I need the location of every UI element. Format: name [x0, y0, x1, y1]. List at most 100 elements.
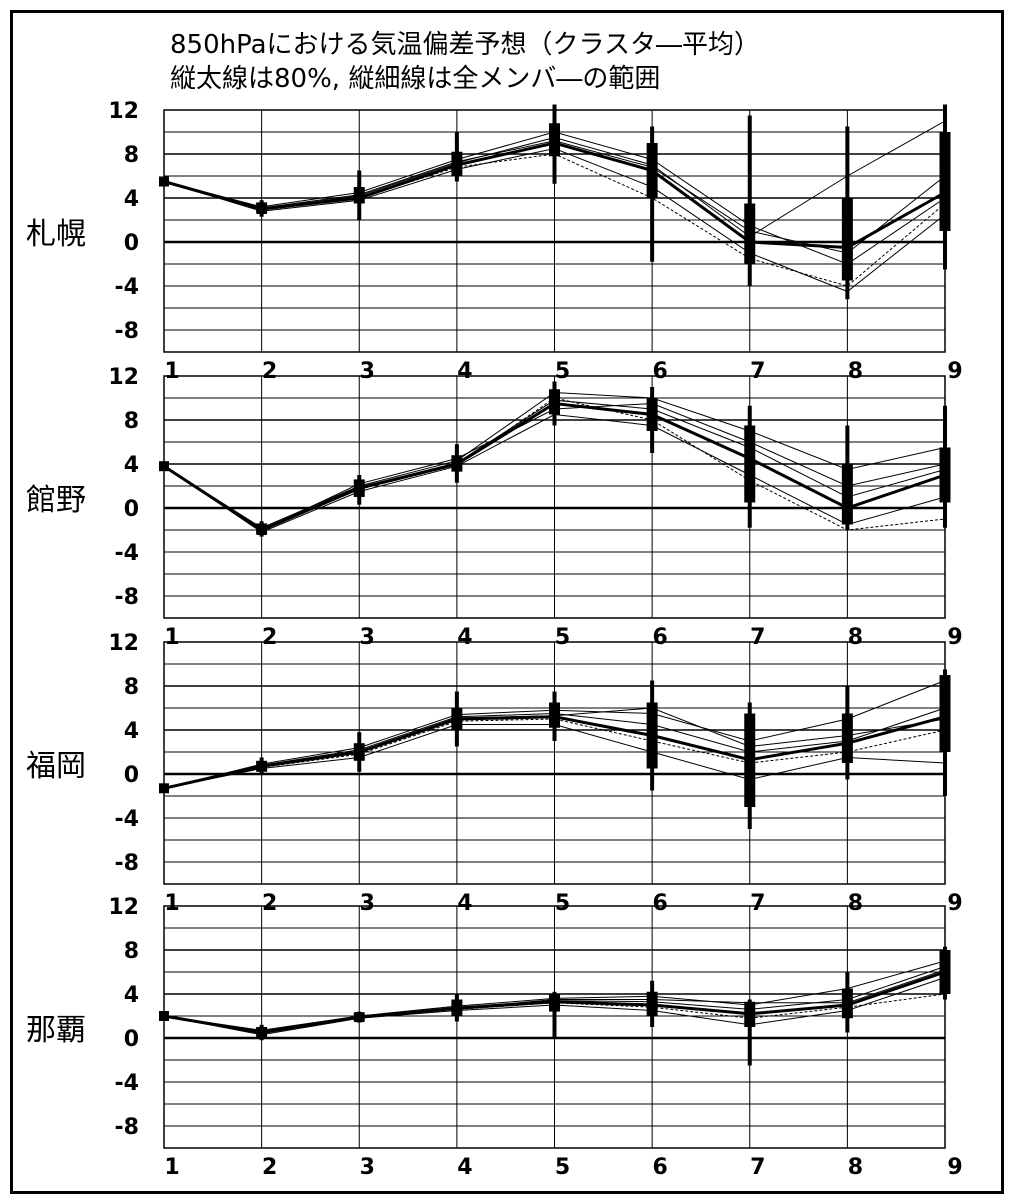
y-tick-label: -4 — [115, 1071, 139, 1096]
mean-point — [354, 193, 365, 203]
mean-point — [159, 1011, 169, 1021]
x-tick-label: 3 — [360, 1155, 375, 1180]
station-label: 館野 — [26, 483, 86, 518]
y-tick-label: 8 — [124, 409, 139, 434]
x-tick-label: 2 — [262, 359, 277, 384]
y-tick-label: 8 — [124, 675, 139, 700]
y-tick-label: 4 — [124, 187, 139, 212]
mean-point — [354, 483, 365, 494]
mean-point — [549, 996, 560, 1007]
y-tick-label: 0 — [124, 1027, 139, 1052]
x-tick-label: 6 — [652, 891, 667, 916]
member-line — [163, 147, 946, 293]
x-tick-label: 3 — [360, 891, 375, 916]
x-tick-label: 5 — [555, 891, 570, 916]
y-tick-label: -4 — [115, 275, 139, 300]
x-tick-label: 6 — [652, 625, 667, 650]
y-tick-label: 8 — [124, 143, 139, 168]
x-tick-label: 4 — [457, 891, 472, 916]
member-line — [163, 680, 946, 789]
x-tick-label: 1 — [164, 625, 179, 650]
x-tick-label: 8 — [848, 359, 863, 384]
mean-point — [159, 783, 169, 794]
member-line — [163, 724, 946, 789]
mean-point — [354, 747, 365, 757]
x-tick-label: 1 — [164, 891, 179, 916]
mean-point — [647, 730, 658, 741]
y-tick-label: -8 — [115, 585, 139, 610]
mean-point — [354, 1012, 365, 1023]
x-tick-label: 7 — [750, 1155, 765, 1180]
y-tick-label: -8 — [115, 851, 139, 876]
y-tick-label: -4 — [115, 541, 139, 566]
y-tick-label: 12 — [108, 365, 139, 390]
x-tick-label: 2 — [262, 891, 277, 916]
mean-point — [647, 165, 658, 176]
mean-point — [940, 711, 950, 722]
mean-point — [159, 176, 169, 187]
mean-point — [647, 1000, 658, 1010]
y-tick-label: 4 — [124, 983, 139, 1008]
x-tick-label: 7 — [750, 891, 765, 916]
mean-point — [744, 754, 755, 765]
member-line — [163, 413, 946, 533]
mean-point — [451, 714, 462, 724]
x-tick-label: 8 — [848, 1155, 863, 1180]
x-tick-label: 5 — [555, 625, 570, 650]
y-tick-label: -8 — [115, 1115, 139, 1140]
x-tick-label: 1 — [164, 1155, 179, 1180]
chart-frame — [10, 10, 1004, 1194]
y-tick-label: 12 — [108, 631, 139, 656]
mean-point — [256, 204, 267, 214]
station-label: 那覇 — [26, 1013, 86, 1048]
plot-border — [163, 905, 946, 1149]
mean-point — [549, 711, 560, 722]
y-tick-label: 0 — [124, 231, 139, 256]
mean-point — [744, 1008, 755, 1019]
x-tick-label: 8 — [848, 625, 863, 650]
mean-point — [256, 1027, 267, 1038]
x-tick-label: 1 — [164, 359, 179, 384]
station-label: 札幌 — [26, 217, 86, 252]
mean-point — [647, 409, 658, 420]
y-tick-label: 4 — [124, 719, 139, 744]
mean-point — [256, 525, 267, 535]
x-tick-label: 4 — [457, 1155, 472, 1180]
mean-point — [940, 967, 950, 977]
mean-point — [549, 138, 560, 148]
member-line — [163, 131, 946, 265]
y-tick-label: -4 — [115, 807, 139, 832]
x-tick-label: 7 — [750, 359, 765, 384]
member-line — [163, 391, 946, 529]
y-tick-label: 4 — [124, 453, 139, 478]
x-tick-label: 9 — [947, 359, 962, 384]
mean-point — [842, 1000, 853, 1010]
mean-point — [744, 237, 755, 247]
mean-point — [940, 470, 950, 480]
mean-point — [842, 242, 853, 253]
x-tick-label: 5 — [555, 1155, 570, 1180]
y-tick-label: 12 — [108, 895, 139, 920]
x-tick-label: 3 — [360, 625, 375, 650]
x-tick-label: 4 — [457, 625, 472, 650]
x-tick-label: 9 — [947, 625, 962, 650]
x-tick-label: 4 — [457, 359, 472, 384]
mean-point — [549, 398, 560, 409]
x-tick-label: 2 — [262, 625, 277, 650]
y-tick-label: 12 — [108, 99, 139, 124]
mean-point — [842, 503, 853, 513]
chart-title-line-1: 850hPaにおける気温偏差予想（クラスタ―平均） — [170, 30, 761, 60]
x-tick-label: 9 — [947, 891, 962, 916]
y-tick-label: -8 — [115, 319, 139, 344]
x-tick-label: 8 — [848, 891, 863, 916]
mean-point — [451, 160, 462, 170]
y-tick-label: 0 — [124, 763, 139, 788]
station-label: 福岡 — [26, 749, 86, 784]
mean-point — [451, 459, 462, 469]
mean-point — [451, 1003, 462, 1014]
mean-point — [256, 761, 267, 772]
